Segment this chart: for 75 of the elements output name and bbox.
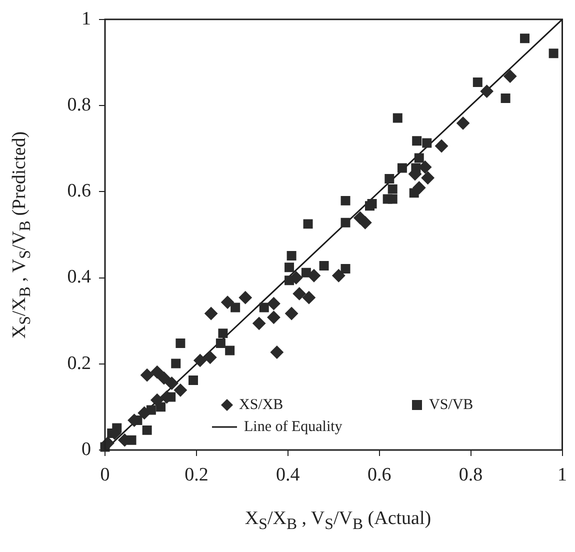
point (418, 160, 432, 174)
point (397, 163, 407, 173)
point (204, 350, 217, 364)
point (332, 269, 346, 282)
point (504, 70, 517, 83)
point (412, 181, 426, 194)
x-tick-label: 0.6 (367, 464, 392, 486)
point (435, 139, 448, 152)
point (267, 297, 280, 310)
y-tick-label: 1 (82, 8, 91, 30)
legend-label: Line of Equality (244, 418, 343, 435)
point (230, 302, 240, 312)
point (414, 153, 424, 163)
point (422, 138, 432, 148)
point (421, 171, 434, 184)
point (340, 264, 350, 274)
y-tick-label: 0.2 (67, 352, 91, 374)
point (286, 251, 296, 261)
point (259, 302, 269, 312)
point (140, 368, 154, 382)
point (150, 366, 164, 379)
y-tick-label: 0 (82, 438, 91, 460)
point (412, 136, 422, 146)
point (292, 287, 306, 300)
legend-label: XS/XB (239, 396, 284, 413)
point (174, 384, 187, 397)
point (138, 406, 151, 420)
x-tick-label: 0 (100, 464, 110, 486)
point (216, 338, 226, 348)
point (456, 116, 470, 130)
point (218, 328, 228, 338)
point (290, 271, 303, 284)
point (285, 307, 298, 320)
point (319, 260, 329, 270)
x-tick-label: 0.2 (184, 464, 208, 486)
point (221, 296, 234, 309)
point (388, 184, 398, 194)
point (238, 291, 252, 304)
point (520, 34, 530, 44)
point (392, 113, 402, 123)
point (365, 201, 374, 211)
point (303, 219, 313, 229)
x-tick-label: 0.4 (276, 464, 300, 486)
point (284, 262, 294, 272)
y-tick-label: 0.4 (67, 266, 92, 288)
point (176, 338, 186, 348)
legend-label: VS/VB (429, 396, 474, 413)
point (340, 218, 350, 228)
point (204, 307, 218, 320)
point (165, 376, 178, 390)
point (188, 376, 198, 385)
point (340, 196, 350, 206)
point (548, 48, 558, 58)
point (194, 354, 207, 367)
x-tick-label: 1 (558, 464, 567, 486)
y-tick-label: 0.6 (67, 180, 91, 202)
point (480, 84, 494, 98)
point (267, 310, 280, 324)
text: X$_{S}$/X$_{B}$ , V$_{S}$/V$_{B}$ (Actual) (244, 508, 432, 533)
point (384, 174, 394, 184)
point (500, 93, 510, 103)
point (252, 316, 266, 330)
point (270, 346, 284, 359)
point (307, 269, 320, 282)
point (157, 372, 170, 385)
point (354, 211, 367, 224)
point (142, 425, 152, 435)
point (472, 78, 482, 88)
x-tick-label: 0.8 (458, 464, 483, 486)
y-tick-label: 0.8 (67, 94, 91, 116)
point (171, 358, 181, 368)
point (225, 346, 235, 356)
point (150, 394, 164, 407)
point (382, 194, 392, 204)
point (302, 291, 316, 304)
